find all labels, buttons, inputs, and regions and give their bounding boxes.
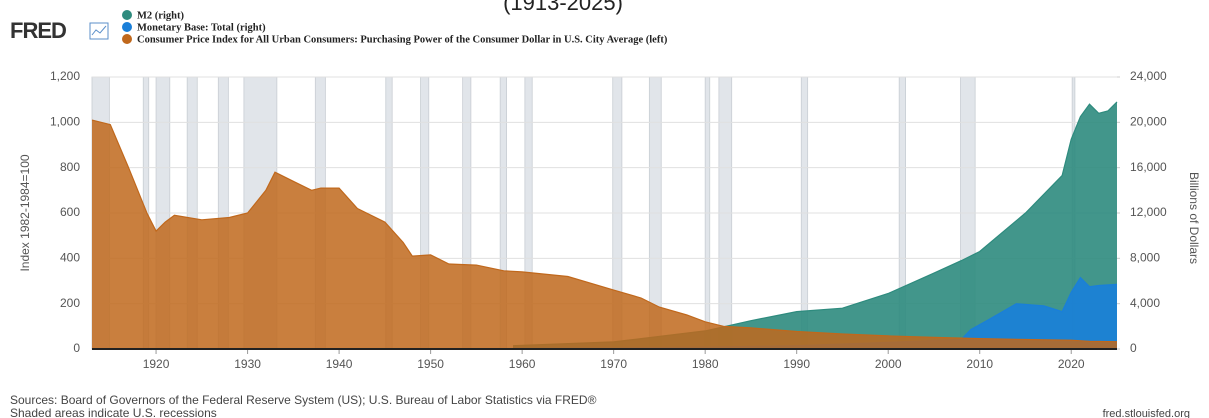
y-tick-label: 600 xyxy=(60,205,80,219)
note: Shaded areas indicate U.S. recessions xyxy=(10,406,217,418)
logo-icon xyxy=(89,22,109,40)
series-line xyxy=(91,119,1118,343)
y2-tick-label: 20,000 xyxy=(1130,115,1167,129)
logo: FRED xyxy=(10,18,66,43)
y-tick-label: 1,000 xyxy=(50,115,80,129)
y2-axis-label: Billions of Dollars xyxy=(1187,172,1201,264)
y-tick-label: 0 xyxy=(73,341,80,355)
x-tick-label: 1920 xyxy=(143,357,170,371)
site: fred.stlouisfed.org xyxy=(1103,408,1190,418)
legend: M2 (right)Monetary Base: Total (right)Co… xyxy=(122,10,668,45)
y-tick-label: 1,200 xyxy=(50,69,80,83)
series-line xyxy=(512,101,1118,347)
y2-tick-label: 24,000 xyxy=(1130,69,1167,83)
x-tick-label: 2000 xyxy=(875,357,902,371)
x-tick-label: 1990 xyxy=(783,357,810,371)
chart-subtitle: (1913-2025) xyxy=(503,0,623,15)
series-area xyxy=(92,120,1117,349)
legend-marker xyxy=(122,22,132,32)
x-tick-label: 1950 xyxy=(417,357,444,371)
y-tick-label: 800 xyxy=(60,160,80,174)
y2-tick-label: 8,000 xyxy=(1130,251,1160,265)
series-area xyxy=(513,101,1117,350)
x-tick-label: 1930 xyxy=(234,357,261,371)
x-tick-label: 1970 xyxy=(600,357,627,371)
logo-icon-line xyxy=(91,25,107,36)
x-tick-label: 1980 xyxy=(692,357,719,371)
y-tick-label: 400 xyxy=(60,251,80,265)
legend-label: M2 (right) xyxy=(137,10,184,21)
y2-tick-label: 16,000 xyxy=(1130,160,1167,174)
legend-marker xyxy=(122,34,132,44)
legend-marker xyxy=(122,10,132,20)
legend-label: Consumer Price Index for All Urban Consu… xyxy=(137,34,668,45)
x-tick-label: 2020 xyxy=(1058,357,1085,371)
y2-tick-label: 0 xyxy=(1130,341,1137,355)
y2-tick-label: 4,000 xyxy=(1130,296,1160,310)
x-tick-label: 1960 xyxy=(509,357,536,371)
y-axis-label: Index 1982-1984=100 xyxy=(18,154,32,271)
x-tick-label: 1940 xyxy=(326,357,353,371)
x-tick-label: 2010 xyxy=(966,357,993,371)
y2-tick-label: 12,000 xyxy=(1130,205,1167,219)
source: Sources: Board of Governors of the Feder… xyxy=(10,393,597,407)
legend-label: Monetary Base: Total (right) xyxy=(137,22,266,33)
y-tick-label: 200 xyxy=(60,296,80,310)
